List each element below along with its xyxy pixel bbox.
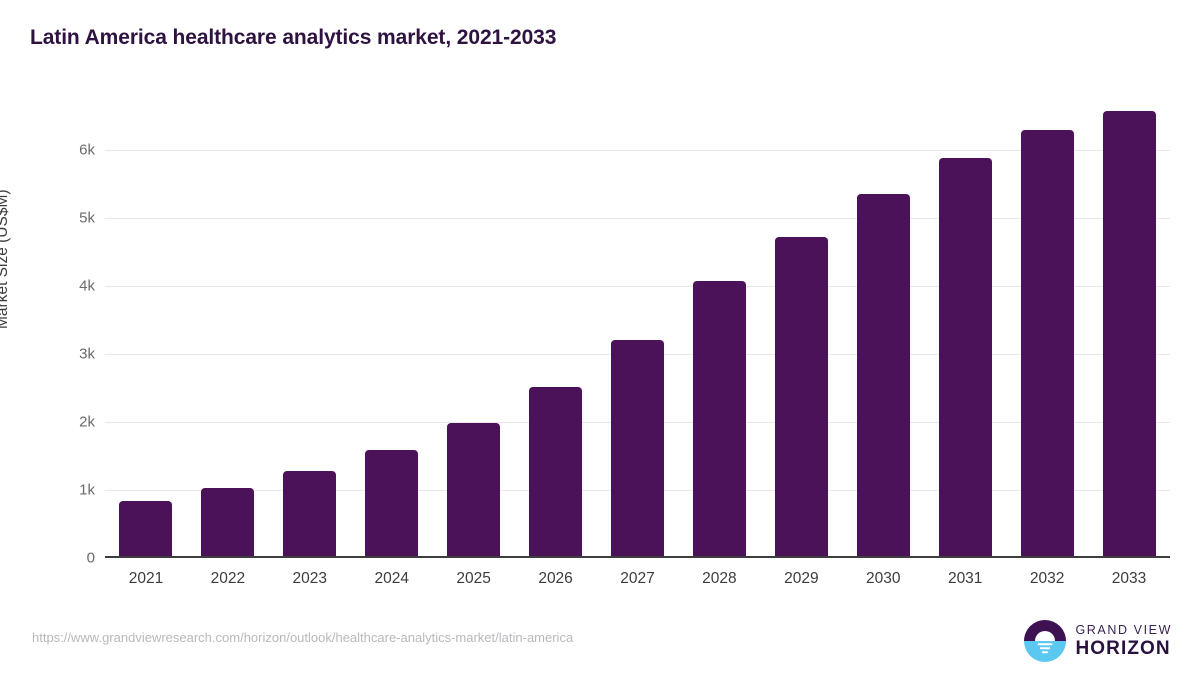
x-tick-label: 2023 xyxy=(292,570,328,587)
bar[interactable] xyxy=(774,237,828,558)
gridline xyxy=(105,218,1170,219)
y-tick-label: 0 xyxy=(86,549,95,567)
bar-group[interactable] xyxy=(856,193,910,558)
bar[interactable] xyxy=(529,386,583,558)
grand-view-horizon-logo[interactable]: GRAND VIEW HORIZON xyxy=(1024,620,1172,662)
source-url[interactable]: https://www.grandviewresearch.com/horizo… xyxy=(32,630,574,645)
gridline xyxy=(105,150,1170,151)
bar-group[interactable] xyxy=(1020,129,1074,558)
gridline xyxy=(105,286,1170,287)
x-tick-label: 2026 xyxy=(538,570,573,587)
y-tick-label: 5k xyxy=(79,209,95,227)
y-axis-title: Market Size (US$M) xyxy=(0,189,11,329)
bar-group[interactable] xyxy=(119,500,173,558)
bar-group[interactable] xyxy=(201,487,255,558)
x-tick-label: 2027 xyxy=(620,570,655,587)
bar[interactable] xyxy=(1020,129,1074,558)
bar[interactable] xyxy=(283,470,337,558)
bar-group[interactable] xyxy=(365,449,419,558)
bar[interactable] xyxy=(692,280,746,558)
plot-area xyxy=(105,100,1170,558)
y-tick-label: 1k xyxy=(79,481,95,499)
page-title: Latin America healthcare analytics marke… xyxy=(30,26,557,49)
y-tick-label: 4k xyxy=(79,277,95,295)
bar[interactable] xyxy=(938,157,992,558)
bar-group[interactable] xyxy=(938,157,992,558)
x-tick-label: 2029 xyxy=(784,570,819,587)
logo-line-grand-view: GRAND VIEW xyxy=(1075,622,1172,637)
bar-group[interactable] xyxy=(692,280,746,558)
bar[interactable] xyxy=(119,500,173,558)
x-tick-label: 2021 xyxy=(128,570,164,587)
x-tick-label: 2031 xyxy=(947,570,983,587)
bar-group[interactable] xyxy=(283,470,337,558)
logo-line-horizon: HORIZON xyxy=(1075,638,1171,660)
bar[interactable] xyxy=(611,340,664,558)
x-tick-label: 2025 xyxy=(456,570,491,587)
bar[interactable] xyxy=(447,423,501,558)
bar-group[interactable] xyxy=(1102,110,1156,558)
x-tick-label: 2024 xyxy=(374,570,409,587)
y-tick-label: 6k xyxy=(79,141,95,159)
x-tick-label: 2022 xyxy=(210,570,246,587)
bar-group[interactable] xyxy=(447,423,501,558)
x-tick-label: 2032 xyxy=(1029,570,1065,587)
y-tick-label: 3k xyxy=(79,345,95,363)
bar[interactable] xyxy=(1102,110,1156,558)
bar[interactable] xyxy=(201,487,255,558)
bar[interactable] xyxy=(365,449,419,558)
horizon-circle-icon xyxy=(1024,620,1067,662)
x-axis-line xyxy=(105,556,1170,558)
x-tick-label: 2033 xyxy=(1111,570,1147,587)
bar-group[interactable] xyxy=(611,340,664,558)
bar-group[interactable] xyxy=(774,237,828,558)
bar-group[interactable] xyxy=(529,386,583,558)
bar[interactable] xyxy=(856,193,910,558)
logo-wordmark: GRAND VIEW HORIZON xyxy=(1075,624,1172,659)
y-tick-label: 2k xyxy=(79,413,95,431)
x-tick-label: 2030 xyxy=(866,570,901,587)
x-tick-label: 2028 xyxy=(702,570,737,587)
